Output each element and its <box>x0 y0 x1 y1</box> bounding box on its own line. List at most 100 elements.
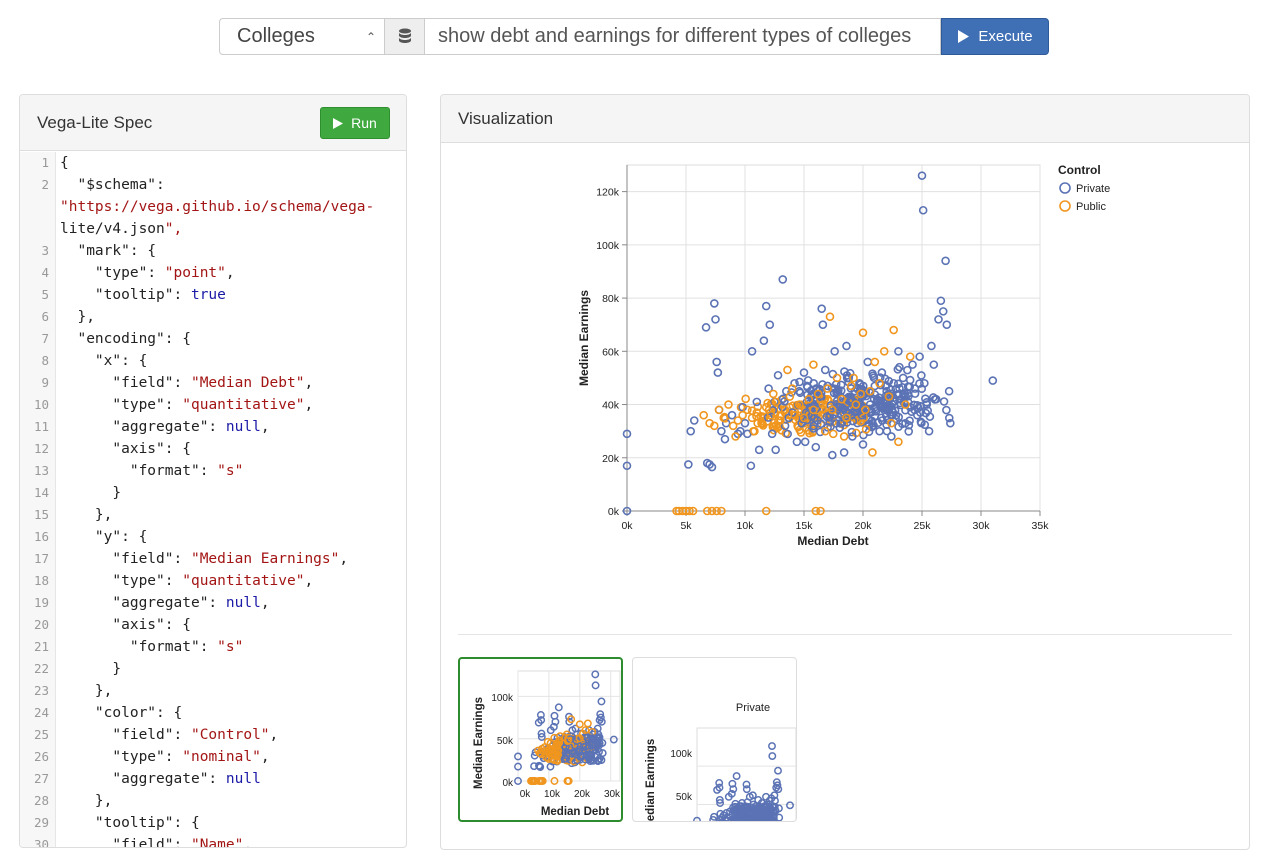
data-point-public[interactable] <box>769 389 778 399</box>
data-point-private[interactable] <box>942 320 952 329</box>
data-point-private[interactable] <box>811 442 821 452</box>
data-point-private[interactable] <box>622 506 632 516</box>
data-point-private[interactable] <box>894 422 903 432</box>
data-point-public[interactable] <box>757 418 766 428</box>
data-point-private[interactable] <box>783 429 792 439</box>
data-point-private[interactable] <box>792 437 802 447</box>
data-point-private[interactable] <box>830 347 839 356</box>
data-point-private[interactable] <box>938 307 948 316</box>
data-point-public[interactable] <box>846 381 856 391</box>
data-point-public[interactable] <box>816 506 825 516</box>
data-point-private[interactable] <box>847 427 857 437</box>
data-point-private[interactable] <box>740 418 750 428</box>
data-point-private[interactable] <box>891 414 900 424</box>
data-point-private[interactable] <box>844 408 854 418</box>
data-point-private[interactable] <box>910 384 920 393</box>
data-point-private[interactable] <box>865 400 875 409</box>
data-point-public[interactable] <box>799 413 809 423</box>
data-point-private[interactable] <box>944 386 954 396</box>
data-point-public[interactable] <box>707 506 717 516</box>
thumbnail-scatter-selected[interactable]: 100k 50k 0k 0k 10k 20k 30k Median Debt M… <box>458 657 623 822</box>
data-point-public[interactable] <box>753 418 762 428</box>
data-point-private[interactable] <box>826 401 836 410</box>
data-point-public[interactable] <box>870 357 880 367</box>
data-point-public[interactable] <box>712 506 721 516</box>
data-point-private[interactable] <box>931 394 941 404</box>
code-body[interactable]: { "$schema": "https://vega.github.io/sche… <box>56 152 374 847</box>
data-point-private[interactable] <box>820 365 830 375</box>
data-point-private[interactable] <box>809 424 818 433</box>
data-point-private[interactable] <box>875 426 884 436</box>
data-point-private[interactable] <box>917 371 926 380</box>
data-point-private[interactable] <box>922 400 932 409</box>
data-point-public[interactable] <box>747 413 757 423</box>
data-point-public[interactable] <box>894 437 903 447</box>
data-point-private[interactable] <box>879 405 889 415</box>
data-point-private[interactable] <box>765 320 775 329</box>
data-point-private[interactable] <box>904 427 914 436</box>
thumbnail-facet-private[interactable]: Private 100k 50k edian Earnings <box>632 657 797 822</box>
data-point-public[interactable] <box>728 421 738 431</box>
data-point-public[interactable] <box>738 410 747 420</box>
data-point-private[interactable] <box>898 383 907 392</box>
data-point-private[interactable] <box>727 410 737 420</box>
data-point-private[interactable] <box>920 420 930 429</box>
data-point-public[interactable] <box>741 394 750 404</box>
data-point-public[interactable] <box>743 405 752 415</box>
data-point-public[interactable] <box>851 400 861 409</box>
data-point-private[interactable] <box>711 315 720 324</box>
data-point-private[interactable] <box>818 320 828 329</box>
data-point-public[interactable] <box>761 506 771 516</box>
data-point-public[interactable] <box>783 365 792 375</box>
data-point-private[interactable] <box>936 296 946 306</box>
data-point-private[interactable] <box>828 450 837 460</box>
dataset-select[interactable]: Colleges ⌃ <box>219 18 385 55</box>
code-editor[interactable]: 1 2 3 4 5 6 7 8 9 10 11 12 13 14 15 16 17 18 19 20 21 22 23 24 2… <box>20 152 406 847</box>
data-point-private[interactable] <box>848 416 858 426</box>
data-point-private[interactable] <box>901 418 910 428</box>
data-point-private[interactable] <box>988 376 998 385</box>
data-point-public[interactable] <box>809 360 818 369</box>
data-point-private[interactable] <box>858 440 868 449</box>
data-point-private[interactable] <box>764 384 773 393</box>
data-point-private[interactable] <box>898 373 908 383</box>
data-point-private[interactable] <box>817 304 827 314</box>
data-point-public[interactable] <box>775 421 784 431</box>
data-point-public[interactable] <box>861 405 870 415</box>
data-point-public[interactable] <box>753 402 763 411</box>
data-point-private[interactable] <box>842 418 852 427</box>
data-point-private[interactable] <box>877 368 887 377</box>
data-point-private[interactable] <box>622 429 632 439</box>
legend-label-public[interactable]: Public <box>1076 201 1106 213</box>
data-point-public[interactable] <box>685 506 694 516</box>
execute-button[interactable]: Execute <box>941 18 1049 55</box>
data-point-private[interactable] <box>735 426 745 436</box>
data-point-public[interactable] <box>861 425 871 434</box>
data-point-public[interactable] <box>724 400 733 409</box>
data-point-private[interactable] <box>848 432 857 441</box>
data-point-private[interactable] <box>837 418 847 428</box>
data-point-private[interactable] <box>889 378 898 388</box>
data-point-private[interactable] <box>802 381 812 391</box>
database-button[interactable] <box>385 18 425 55</box>
data-point-public[interactable] <box>804 394 814 404</box>
data-point-private[interactable] <box>844 373 854 383</box>
data-point-private[interactable] <box>855 378 864 388</box>
data-point-private[interactable] <box>944 413 954 423</box>
data-point-private[interactable] <box>686 426 696 436</box>
data-point-private[interactable] <box>767 429 777 439</box>
data-point-private[interactable] <box>713 368 723 377</box>
data-point-public[interactable] <box>889 325 898 335</box>
data-point-private[interactable] <box>942 405 951 415</box>
data-point-private[interactable] <box>778 275 788 284</box>
data-point-private[interactable] <box>908 360 917 369</box>
data-point-private[interactable] <box>894 347 903 356</box>
data-point-public[interactable] <box>828 429 838 439</box>
data-point-private[interactable] <box>872 394 882 404</box>
data-point-public[interactable] <box>842 413 851 423</box>
data-point-public[interactable] <box>820 426 830 436</box>
data-point-public[interactable] <box>856 389 865 399</box>
data-point-public[interactable] <box>731 432 740 441</box>
data-point-private[interactable] <box>891 410 901 420</box>
data-point-private[interactable] <box>868 418 877 428</box>
